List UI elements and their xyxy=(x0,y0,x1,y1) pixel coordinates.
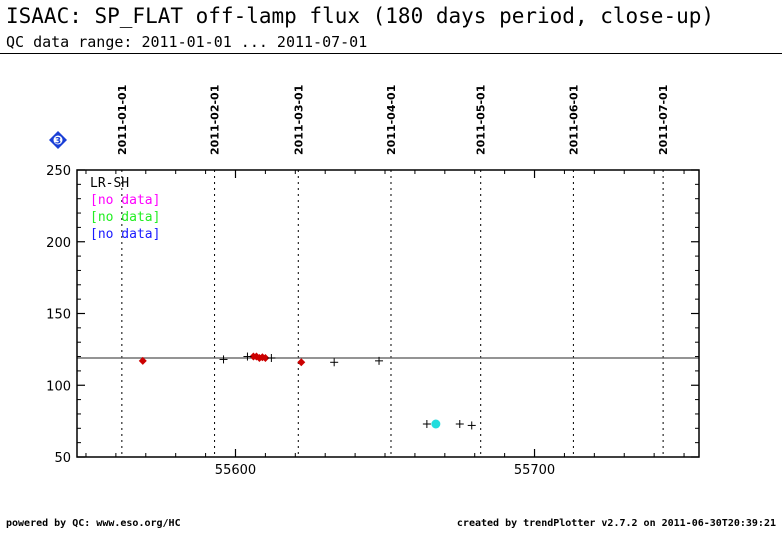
diamond-point xyxy=(138,356,147,365)
legend-entry: [no data] xyxy=(90,227,160,242)
legend-entry: LR-SH xyxy=(90,176,129,191)
chart-title: ISAAC: SP_FLAT off-lamp flux (180 days p… xyxy=(6,4,715,28)
plus-point xyxy=(467,421,476,430)
date-label: 2011-05-01 xyxy=(475,85,488,155)
legend-entry: [no data] xyxy=(90,193,160,208)
date-label: 2011-06-01 xyxy=(567,85,580,155)
circle-point xyxy=(431,419,441,429)
x-tick-label: 55700 xyxy=(514,463,555,478)
date-label: 2011-07-01 xyxy=(657,85,670,155)
diamond-point xyxy=(297,358,306,367)
x-tick-label: 55600 xyxy=(215,463,256,478)
y-tick-label: 50 xyxy=(54,451,71,466)
plot-frame xyxy=(76,169,700,458)
y-tick-label: 200 xyxy=(46,236,71,251)
legend-entry: [no data] xyxy=(90,210,160,225)
legend: LR-SH [no data] [no data] [no data] xyxy=(90,176,160,242)
plus-point xyxy=(243,352,252,361)
plus-point xyxy=(219,355,228,364)
y-tick-label: 250 xyxy=(46,164,71,179)
data-points xyxy=(138,352,476,430)
plus-point xyxy=(422,419,431,428)
footer-created-by: created by trendPlotter v2.7.2 on 2011-0… xyxy=(456,518,776,529)
badge-center xyxy=(53,135,63,145)
date-label: 2011-04-01 xyxy=(385,85,398,155)
header-divider xyxy=(0,53,782,54)
badge-label: 3 xyxy=(55,137,61,147)
plus-point xyxy=(330,358,339,367)
date-labels: 2011-01-01 2011-02-01 2011-03-01 2011-04-01… xyxy=(116,85,670,155)
diamond-point xyxy=(261,353,270,362)
footer-credit: powered by QC: www.eso.org/HC xyxy=(6,518,181,529)
date-grid-lines xyxy=(121,170,664,457)
plus-point xyxy=(455,419,464,428)
axis-ticks: 50 100 150 200 250 55600 55700 xyxy=(46,164,699,478)
date-label: 2011-02-01 xyxy=(209,85,222,155)
y-tick-label: 150 xyxy=(46,308,71,323)
y-tick-label: 100 xyxy=(46,379,71,394)
date-label: 2011-01-01 xyxy=(116,85,129,155)
badge-diamond-icon: 3 xyxy=(49,131,67,149)
plus-point xyxy=(375,356,384,365)
plus-point xyxy=(267,353,276,362)
date-label: 2011-03-01 xyxy=(292,85,305,155)
chart-subtitle: QC data range: 2011-01-01 ... 2011-07-01 xyxy=(6,33,368,51)
